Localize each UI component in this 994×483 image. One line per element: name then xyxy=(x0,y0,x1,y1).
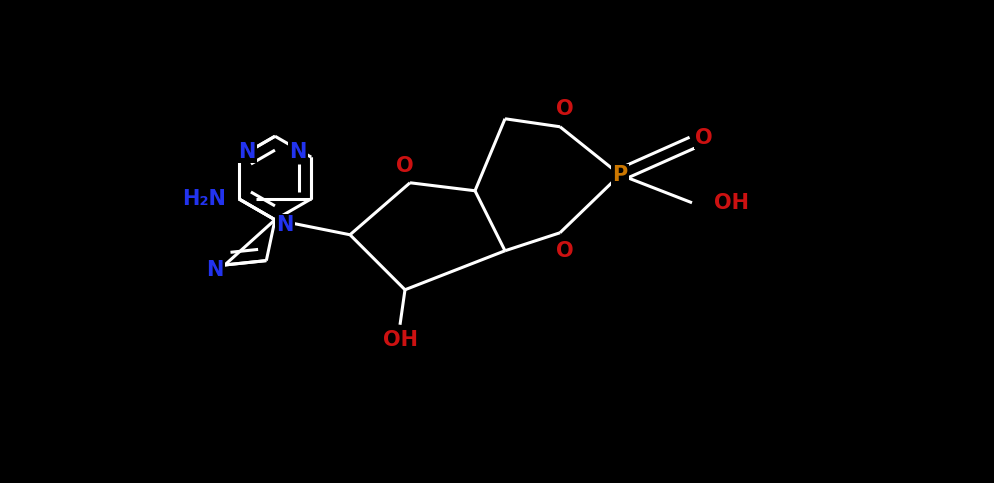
Text: N: N xyxy=(289,142,306,162)
Text: O: O xyxy=(695,128,712,148)
Text: O: O xyxy=(556,241,574,261)
Text: P: P xyxy=(611,165,627,185)
Text: O: O xyxy=(556,99,574,119)
Text: OH: OH xyxy=(382,330,417,350)
Text: N: N xyxy=(206,260,224,280)
Text: O: O xyxy=(396,156,414,176)
Text: OH: OH xyxy=(714,193,748,213)
Text: N: N xyxy=(238,142,255,162)
Text: H₂N: H₂N xyxy=(182,189,226,209)
Text: N: N xyxy=(276,215,293,235)
